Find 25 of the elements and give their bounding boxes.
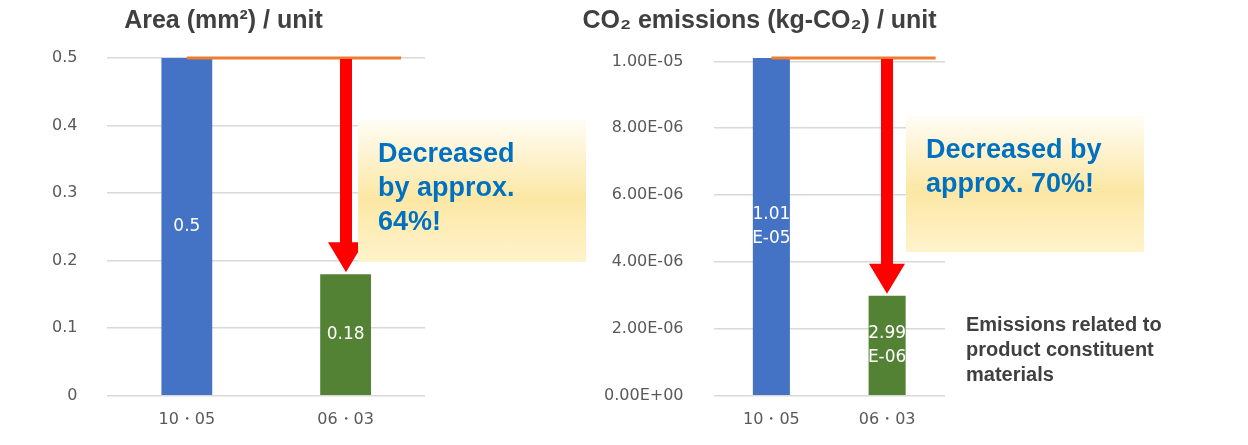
y-tick-label: 0: [67, 384, 78, 404]
y-tick-label: 0.2: [51, 249, 78, 269]
x-tick-label: 10・05: [743, 408, 800, 428]
y-tick-label: 0.4: [51, 114, 78, 134]
text: Emissions related to product constituent materials: [966, 312, 1163, 387]
chart-title: Area (mm²) / unit: [124, 4, 324, 33]
y-tick-label: 0.1: [51, 317, 78, 337]
y-tick-label: 4.00E-06: [611, 251, 684, 271]
data-label: 2.99E-06: [867, 321, 907, 366]
data-label: 0.5: [173, 214, 201, 235]
y-tick-label: 1.00E-05: [611, 50, 684, 70]
annotation: Decreased by approx. 70%!: [926, 133, 1103, 200]
y-tick-label: 6.00E-06: [611, 184, 684, 204]
y-tick-label: 8.00E-06: [611, 117, 684, 137]
y-tick-label: 0.3: [51, 182, 78, 202]
y-tick-label: 0.00E+00: [604, 384, 684, 404]
y-tick-label: 2.00E-06: [611, 318, 684, 338]
data-label: 0.18: [326, 323, 365, 344]
chart-title: CO₂ emissions (kg-CO₂) / unit: [582, 4, 938, 33]
y-tick-label: 0.5: [51, 47, 78, 67]
x-tick-label: 10・05: [158, 408, 216, 428]
x-tick-label: 06・03: [317, 408, 374, 428]
annotation: Decreased by approx. 64%!: [378, 137, 516, 238]
x-tick-label: 06・03: [858, 408, 916, 428]
data-label: 1.01E-05: [752, 202, 791, 247]
